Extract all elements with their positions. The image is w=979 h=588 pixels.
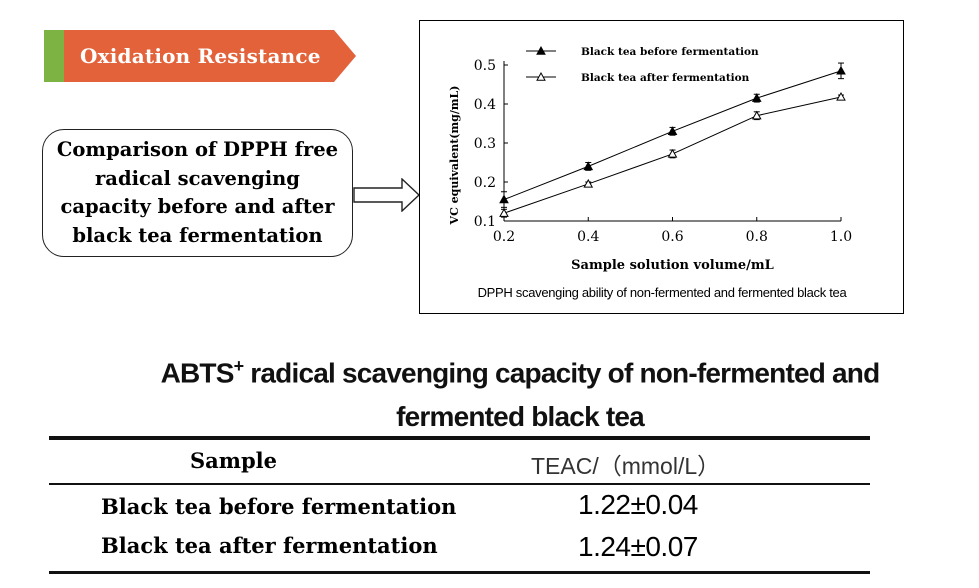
table-rule-top: [49, 436, 870, 440]
table-title-prefix: ABTS: [160, 357, 235, 389]
table-cell-teac-2: 1.24±0.07: [578, 531, 698, 562]
table-title-sup: +: [233, 356, 244, 376]
y-tick-label: 0.4: [474, 97, 496, 113]
data-point-series-1: [667, 126, 678, 135]
right-arrow-icon: [353, 178, 421, 212]
data-point-series-1: [583, 161, 594, 171]
table-cell-sample-2: Black tea after fermentation: [101, 533, 438, 558]
banner-accent: [44, 30, 64, 82]
table-rule-bottom: [49, 571, 870, 574]
header-fragment: [72, 0, 142, 3]
table-title: ABTS+ radical scavenging capacity of non…: [120, 344, 920, 439]
y-tick-label: 0.3: [474, 136, 496, 152]
data-point-series-2: [667, 148, 678, 158]
data-point-series-2: [499, 208, 509, 217]
y-tick-label: 0.5: [474, 58, 496, 74]
legend-marker-2: [536, 71, 546, 81]
table-title-suffix: radical scavenging capacity of non-ferme…: [243, 357, 880, 433]
x-tick-label: 0.2: [493, 229, 515, 245]
section-title: Oxidation Resistance: [80, 44, 321, 68]
table-header-sample: Sample: [190, 448, 278, 473]
data-point-series-1: [499, 194, 509, 204]
table-header-teac: TEAC/（mmol/L）: [531, 453, 721, 479]
chart-caption: DPPH scavenging ability of non-fermented…: [478, 285, 848, 300]
y-tick-label: 0.1: [474, 214, 496, 230]
x-axis-label: Sample solution volume/mL: [571, 258, 774, 273]
data-point-series-1: [836, 65, 846, 75]
table-rule-mid: [49, 483, 870, 485]
data-point-series-1: [751, 93, 762, 102]
callout-box: Comparison of DPPH free radical scavengi…: [42, 129, 353, 257]
y-axis-label: VC equivalent(mg/mL): [448, 86, 461, 226]
legend-marker-1: [536, 45, 546, 55]
section-banner: Oxidation Resistance: [44, 30, 356, 82]
x-tick-label: 1.0: [830, 229, 852, 245]
x-tick-label: 0.8: [746, 229, 768, 245]
data-point-series-2: [751, 110, 762, 120]
table-cell-sample-1: Black tea before fermentation: [101, 494, 457, 519]
table-cell-teac-1: 1.22±0.04: [578, 489, 698, 520]
legend-label-1: Black tea before fermentation: [581, 46, 759, 58]
banner-body: [64, 30, 356, 82]
x-tick-label: 0.6: [661, 229, 683, 245]
dpph-chart: 0.2 0.4 0.6 0.8 1.0 0.1 0.2 0.3 0.4 0.5 Sample sol…: [419, 20, 904, 314]
legend-label-2: Black tea after fermentation: [581, 72, 750, 84]
data-point-series-2: [583, 178, 594, 188]
y-tick-label: 0.2: [474, 175, 496, 191]
callout-text: Comparison of DPPH free radical scavengi…: [56, 138, 339, 247]
data-point-series-2: [836, 91, 846, 101]
x-tick-label: 0.4: [577, 229, 599, 245]
